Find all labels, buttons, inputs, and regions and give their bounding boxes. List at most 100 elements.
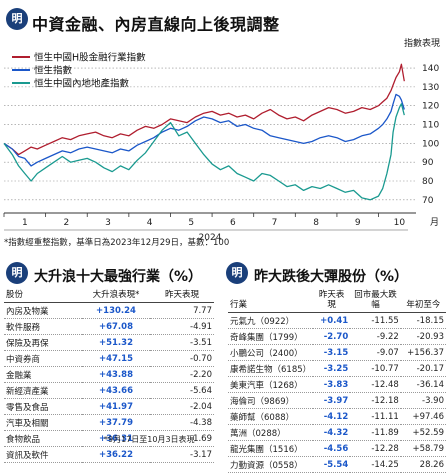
table-row: 金融業 +43.88 -2.20 bbox=[4, 366, 214, 383]
table-row: 中資券商 +47.15 -0.70 bbox=[4, 350, 214, 367]
stock-name: 萬洲（0288） bbox=[228, 424, 314, 441]
yesterday-change: -3.97 bbox=[313, 392, 351, 409]
y-tick-label: 110 bbox=[422, 121, 439, 131]
yesterday-change: -4.38 bbox=[150, 414, 214, 431]
yesterday-change: -2.20 bbox=[150, 366, 214, 383]
industry-name: 中資券商 bbox=[4, 350, 82, 367]
max-drop: -11.89 bbox=[350, 424, 401, 441]
logo-badge: 明 bbox=[226, 262, 248, 284]
col-header-stock: 股份 bbox=[4, 290, 82, 303]
table-row: 食物飲品 +36.31 1.69 bbox=[4, 430, 214, 447]
y-tick-label: 120 bbox=[422, 102, 439, 112]
stock-name: 美東汽車（1268） bbox=[228, 376, 314, 393]
x-tick-label: 3 bbox=[105, 218, 111, 228]
stock-name: 力勤資源（0558） bbox=[228, 456, 314, 473]
industry-name: 保險及再保 bbox=[4, 334, 82, 351]
x-tick-label: 4 bbox=[147, 218, 153, 228]
yesterday-change: 7.77 bbox=[150, 302, 214, 319]
col-header-ytd: 年初至今 bbox=[400, 290, 446, 313]
x-tick-label: 10 bbox=[394, 218, 406, 228]
x-tick-label: 2 bbox=[64, 218, 70, 228]
x-tick-label: 1 bbox=[22, 218, 28, 228]
max-drop: -12.48 bbox=[350, 376, 401, 393]
table-row: 軟件服務 +67.08 -4.91 bbox=[4, 318, 214, 335]
ytd-change: -18.15 bbox=[400, 312, 446, 329]
rally-gain: +130.24 bbox=[82, 302, 150, 319]
legend-label: 恒生中國H股金融行業指數 bbox=[34, 52, 146, 64]
yesterday-change: -3.51 bbox=[150, 334, 214, 351]
line-chart: 70 80 90 100 110 120 130 140 指數表現 1 2 3 4 5 6 7 8 9 10 月 202… bbox=[3, 37, 440, 243]
col-header-max-drop: 回市最大跌幅 bbox=[350, 290, 401, 313]
stock-name: 康希諾生物（6185） bbox=[228, 360, 314, 377]
x-tick-label: 8 bbox=[313, 218, 319, 228]
ytd-change: +52.59 bbox=[400, 424, 446, 441]
rally-gain: +47.15 bbox=[82, 350, 150, 367]
table-row: 內房及物業 +130.24 7.77 bbox=[4, 302, 214, 319]
legend-label: 恒生指數 bbox=[34, 65, 73, 77]
max-drop: -10.77 bbox=[350, 360, 401, 377]
table-row: 美東汽車（1268） -3.83 -12.48 -36.14 bbox=[228, 376, 446, 393]
yesterday-change: -2.04 bbox=[150, 398, 214, 415]
max-drop: -11.11 bbox=[350, 408, 401, 425]
yesterday-change: -3.25 bbox=[313, 360, 351, 377]
y-tick-label: 140 bbox=[422, 64, 439, 74]
max-drop: -14.25 bbox=[350, 456, 401, 473]
chart-grid bbox=[4, 67, 416, 201]
rally-gain: +51.32 bbox=[82, 334, 150, 351]
yesterday-change: -4.12 bbox=[313, 408, 351, 425]
table-row: 零售及食品 +41.97 -2.04 bbox=[4, 398, 214, 415]
rally-gain: +41.97 bbox=[82, 398, 150, 415]
industry-name: 新經濟產業 bbox=[4, 382, 82, 399]
stock-name: 藥師幫（6088） bbox=[228, 408, 314, 425]
chart-axes: 70 80 90 100 110 120 130 140 指數表現 1 2 3 4 5 6 7 8 9 10 月 202… bbox=[3, 37, 440, 243]
table-row: 元氣九（0922） +0.41 -11.55 -18.15 bbox=[228, 312, 446, 329]
table-row: 萬洲（0288） -4.32 -11.89 +52.59 bbox=[228, 424, 446, 441]
series-line-1 bbox=[3, 63, 405, 156]
yesterday-change: +0.41 bbox=[313, 312, 351, 329]
rally-gain: +37.79 bbox=[82, 414, 150, 431]
ytd-change: +156.37 bbox=[400, 344, 446, 361]
logo-badge: 明 bbox=[6, 8, 28, 30]
table-row: 新經濟產業 +43.66 -5.64 bbox=[4, 382, 214, 399]
ytd-change: -20.93 bbox=[400, 328, 446, 345]
x-tick-label: 6 bbox=[230, 218, 236, 228]
stock-name: 奇峰集團（1799） bbox=[228, 328, 314, 345]
chart-lines bbox=[3, 63, 405, 201]
series-line-3 bbox=[3, 103, 405, 201]
y-tick-label: 70 bbox=[422, 196, 434, 206]
max-drop: -11.55 bbox=[350, 312, 401, 329]
stock-name: 小鵬公司（2400） bbox=[228, 344, 314, 361]
stock-name: 海倫司（9869） bbox=[228, 392, 314, 409]
logo-badge: 明 bbox=[6, 262, 28, 284]
rally-gain: +67.08 bbox=[82, 318, 150, 335]
stock-name: 元氣九（0922） bbox=[228, 312, 314, 329]
yesterday-change: -2.70 bbox=[313, 328, 351, 345]
yesterday-change: -3.83 bbox=[313, 376, 351, 393]
table-row: 力勤資源（0558） -5.54 -14.25 28.26 bbox=[228, 456, 446, 473]
right-table-title: 昨大跌後大彈股份（%） bbox=[254, 269, 409, 285]
chart-title: 中資金融、內房直線向上後現調整 bbox=[32, 15, 280, 34]
yesterday-change: -3.15 bbox=[313, 344, 351, 361]
table-row: 海倫司（9869） -3.97 -12.18 -3.90 bbox=[228, 392, 446, 409]
year-label: 2024 bbox=[199, 233, 222, 243]
table-row: 康希諾生物（6185） -3.25 -10.77 -20.17 bbox=[228, 360, 446, 377]
table-row: 保險及再保 +51.32 -3.51 bbox=[4, 334, 214, 351]
industry-name: 金融業 bbox=[4, 366, 82, 383]
table-row: 汽車及相關 +37.79 -4.38 bbox=[4, 414, 214, 431]
left-table-title: 大升浪十大最強行業（%） bbox=[34, 269, 203, 285]
industry-name: 食物飲品 bbox=[4, 430, 82, 447]
yesterday-change: -4.32 bbox=[313, 424, 351, 441]
industry-name: 內房及物業 bbox=[4, 302, 82, 319]
x-tick-label: 5 bbox=[188, 218, 194, 228]
yesterday-change: 1.69 bbox=[150, 430, 214, 447]
max-drop: -9.07 bbox=[350, 344, 401, 361]
yesterday-change: -0.70 bbox=[150, 350, 214, 367]
industry-name: 軟件服務 bbox=[4, 318, 82, 335]
ytd-change: +97.46 bbox=[400, 408, 446, 425]
left-table-footnote: *9月17日至10月3日表現 bbox=[104, 435, 195, 444]
x-tick-label: 7 bbox=[272, 218, 278, 228]
y-tick-label: 100 bbox=[422, 139, 439, 149]
y-tick-label: 90 bbox=[422, 158, 434, 168]
rebound-stocks-table: 行業 昨天表現 回市最大跌幅 年初至今 元氣九（0922） +0.41 -11.55… bbox=[228, 290, 446, 473]
ytd-change: 28.26 bbox=[400, 456, 446, 473]
